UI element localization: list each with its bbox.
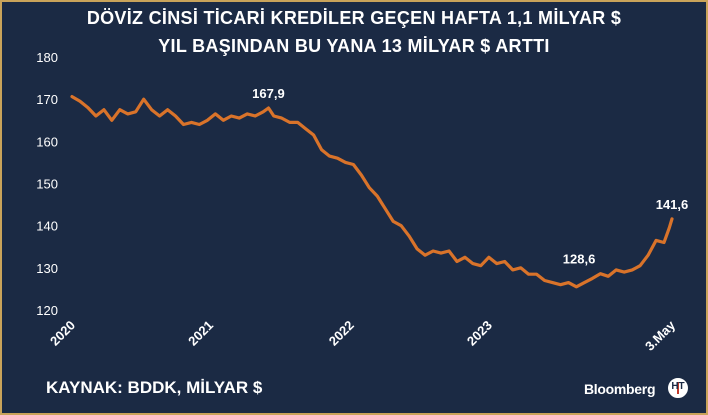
x-tick-label: 3.May — [642, 317, 679, 354]
y-tick-label: 170 — [36, 92, 58, 107]
chart-title-line-2: YIL BAŞINDAN BU YANA 13 MİLYAR $ ARTTI — [158, 36, 550, 56]
data-label: 167,9 — [252, 86, 285, 101]
series-line — [70, 94, 674, 289]
ht-badge-icon: HT — [666, 376, 690, 400]
y-tick-label: 120 — [36, 303, 58, 318]
y-tick-label: 180 — [36, 50, 58, 65]
y-tick-label: 160 — [36, 134, 58, 149]
source-label: KAYNAK: BDDK, MİLYAR $ — [46, 378, 263, 397]
data-label: 128,6 — [563, 252, 596, 267]
x-tick-label: 2022 — [326, 318, 357, 349]
data-label: 141,6 — [656, 197, 689, 212]
x-tick-label: 2020 — [47, 318, 78, 349]
y-tick-label: 140 — [36, 219, 58, 234]
ht-badge-label: HT — [671, 381, 685, 392]
x-tick-label: 2023 — [464, 318, 495, 349]
x-tick-label: 2021 — [185, 318, 216, 349]
y-tick-label: 130 — [36, 261, 58, 276]
y-tick-label: 150 — [36, 177, 58, 192]
bloomberg-logo: Bloomberg — [584, 381, 656, 397]
chart-title-line-1: DÖVİZ CİNSİ TİCARİ KREDİLER GEÇEN HAFTA … — [86, 8, 622, 28]
